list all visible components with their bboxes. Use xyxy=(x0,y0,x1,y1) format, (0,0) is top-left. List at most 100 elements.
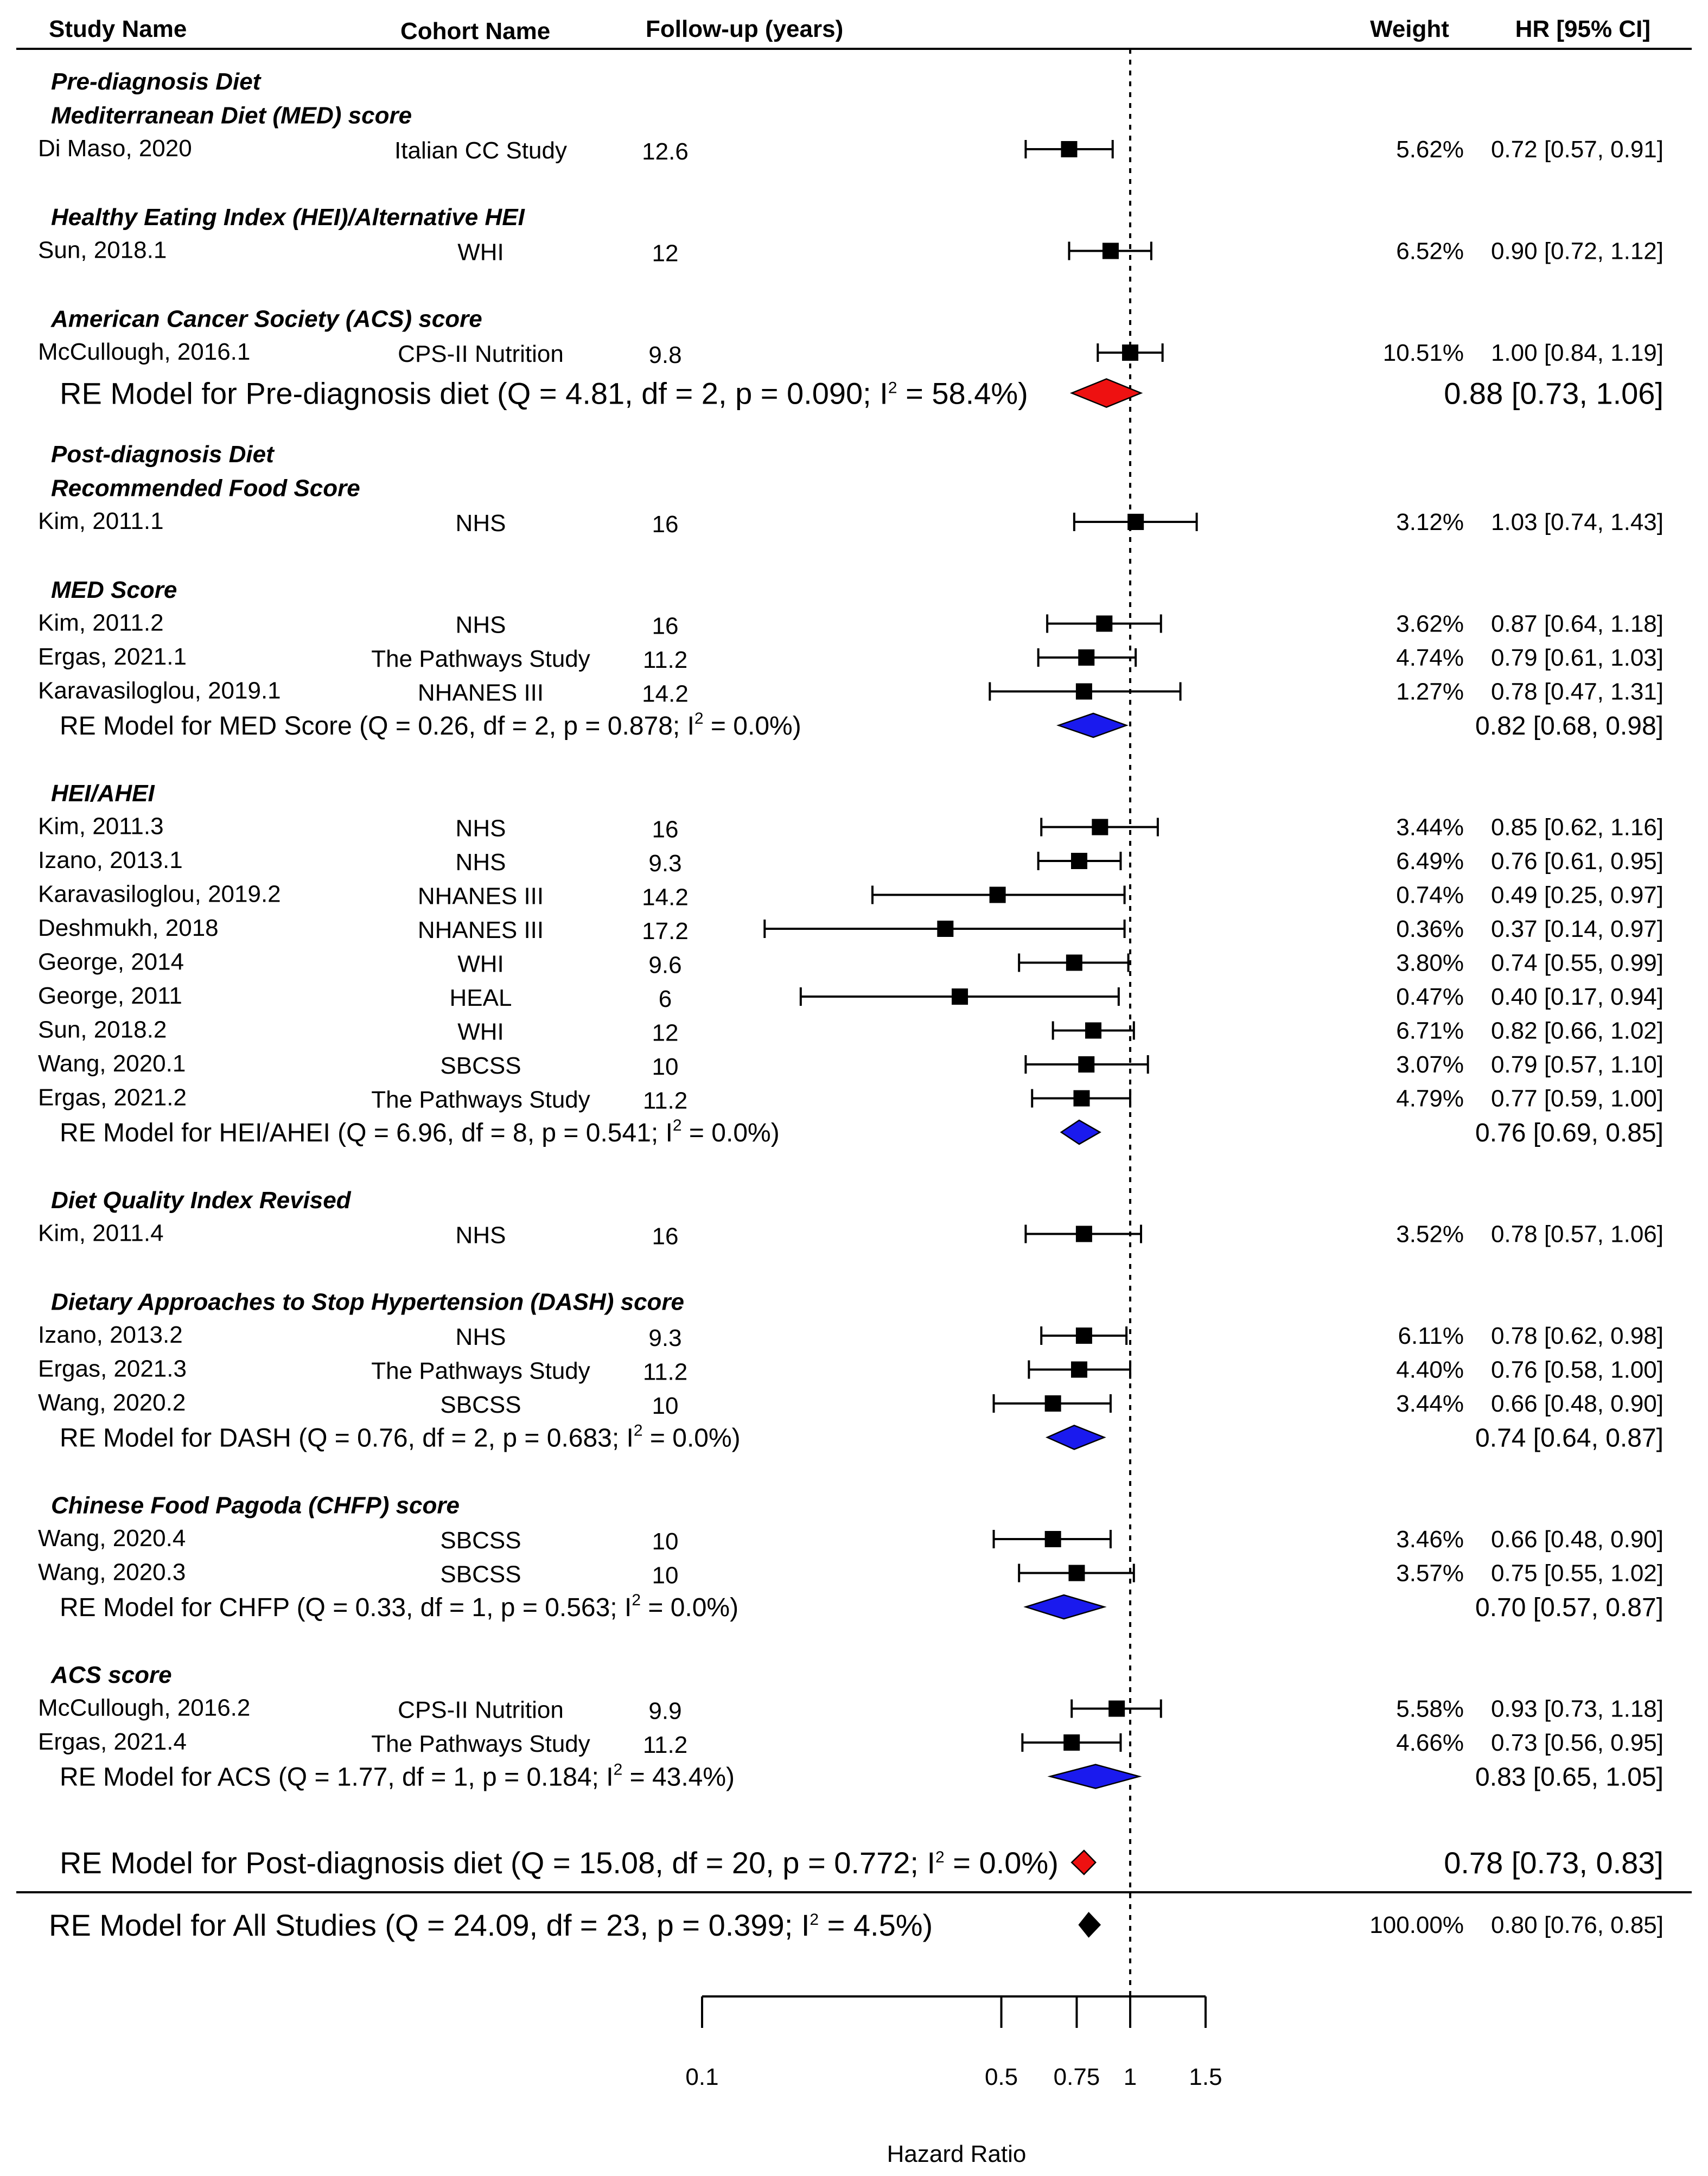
study-weight: 3.62% xyxy=(1396,611,1464,637)
section-heading: HEI/AHEI xyxy=(51,780,155,807)
study-hr-ci: 0.79 [0.57, 1.10] xyxy=(1491,1051,1664,1078)
cohort-name: NHANES III xyxy=(418,917,544,943)
pooled-diamond xyxy=(1046,1425,1106,1450)
study-weight: 5.58% xyxy=(1396,1696,1464,1722)
study-weight: 6.11% xyxy=(1398,1323,1464,1349)
cohort-name: The Pathways Study xyxy=(371,646,590,672)
point-estimate-square xyxy=(1127,514,1144,530)
study-weight: 5.62% xyxy=(1396,136,1464,163)
study-hr-ci: 0.78 [0.57, 1.06] xyxy=(1491,1221,1664,1248)
cohort-name: NHANES III xyxy=(418,680,544,706)
study-weight: 6.71% xyxy=(1396,1018,1464,1044)
study-name: Wang, 2020.3 xyxy=(38,1559,186,1586)
x-tick-label: 0.1 xyxy=(685,2064,718,2090)
study-name: Kim, 2011.1 xyxy=(38,508,164,534)
study-weight: 3.57% xyxy=(1396,1560,1464,1587)
pooled-label: RE Model for Pre-diagnosis diet (Q = 4.8… xyxy=(60,377,1028,411)
study-hr-ci: 0.78 [0.47, 1.31] xyxy=(1491,679,1664,705)
followup-years: 12 xyxy=(652,1020,679,1046)
section-heading: MED Score xyxy=(51,577,177,603)
point-estimate-square xyxy=(1063,1734,1080,1751)
study-name: Izano, 2013.1 xyxy=(38,847,183,873)
followup-years: 11.2 xyxy=(643,1732,687,1758)
cohort-name: CPS-II Nutrition xyxy=(398,1697,564,1724)
section-heading: Diet Quality Index Revised xyxy=(51,1187,352,1214)
cohort-name: NHS xyxy=(456,849,506,876)
section-heading: Post-diagnosis Diet xyxy=(51,441,275,468)
pooled-label: RE Model for All Studies (Q = 24.09, df … xyxy=(49,1908,933,1942)
study-name: Ergas, 2021.4 xyxy=(38,1728,187,1755)
point-estimate-square xyxy=(952,988,968,1005)
study-weight: 6.49% xyxy=(1396,848,1464,875)
study-hr-ci: 1.00 [0.84, 1.19] xyxy=(1491,340,1664,366)
point-estimate-square xyxy=(1085,1022,1102,1039)
point-estimate-square xyxy=(1092,819,1108,835)
followup-years: 6 xyxy=(659,986,672,1012)
cohort-name: NHS xyxy=(456,510,506,537)
section-heading: Chinese Food Pagoda (CHFP) score xyxy=(51,1492,460,1519)
study-hr-ci: 1.03 [0.74, 1.43] xyxy=(1491,509,1664,535)
study-weight: 4.40% xyxy=(1396,1357,1464,1383)
study-hr-ci: 0.78 [0.62, 0.98] xyxy=(1491,1323,1664,1349)
study-hr-ci: 0.90 [0.72, 1.12] xyxy=(1491,238,1664,265)
study-name: McCullough, 2016.2 xyxy=(38,1695,250,1721)
x-tick-label: 0.5 xyxy=(985,2064,1018,2090)
study-name: Karavasiloglou, 2019.1 xyxy=(38,678,281,704)
study-hr-ci: 0.85 [0.62, 1.16] xyxy=(1491,814,1664,841)
cohort-name: WHI xyxy=(457,239,504,266)
point-estimate-square xyxy=(1075,1226,1092,1242)
study-weight: 0.47% xyxy=(1396,984,1464,1010)
pooled-hr-ci: 0.78 [0.73, 0.83] xyxy=(1444,1846,1664,1880)
cohort-name: SBCSS xyxy=(440,1052,521,1079)
study-weight: 3.80% xyxy=(1396,950,1464,977)
point-estimate-square xyxy=(1078,1056,1095,1073)
cohort-name: NHS xyxy=(456,815,506,842)
point-estimate-square xyxy=(1068,1565,1085,1581)
point-estimate-square xyxy=(1078,649,1095,666)
study-hr-ci: 0.87 [0.64, 1.18] xyxy=(1491,611,1664,637)
x-tick-label: 0.75 xyxy=(1054,2064,1100,2090)
study-hr-ci: 0.73 [0.56, 0.95] xyxy=(1491,1730,1664,1756)
pooled-hr-ci: 0.80 [0.76, 0.85] xyxy=(1491,1912,1664,1938)
followup-years: 17.2 xyxy=(642,918,689,945)
study-weight: 4.66% xyxy=(1396,1730,1464,1756)
followup-years: 14.2 xyxy=(642,884,689,911)
followup-years: 16 xyxy=(652,1223,679,1250)
followup-years: 10 xyxy=(652,1528,679,1555)
study-name: George, 2011 xyxy=(38,982,182,1009)
followup-years: 9.8 xyxy=(648,342,681,368)
cohort-name: CPS-II Nutrition xyxy=(398,341,564,367)
study-weight: 3.46% xyxy=(1396,1526,1464,1553)
header-cohort: Cohort Name xyxy=(400,18,550,44)
point-estimate-square xyxy=(1108,1700,1125,1717)
section-heading: American Cancer Society (ACS) score xyxy=(50,306,482,333)
cohort-name: HEAL xyxy=(450,985,512,1011)
study-name: Karavasiloglou, 2019.2 xyxy=(38,881,281,908)
point-estimate-square xyxy=(1071,1361,1088,1378)
study-hr-ci: 0.66 [0.48, 0.90] xyxy=(1491,1526,1664,1553)
study-name: McCullough, 2016.1 xyxy=(38,339,250,365)
followup-years: 11.2 xyxy=(643,1088,687,1114)
study-weight: 4.74% xyxy=(1396,644,1464,671)
x-tick-label: 1.5 xyxy=(1189,2064,1222,2090)
study-name: Wang, 2020.2 xyxy=(38,1389,186,1416)
point-estimate-square xyxy=(1044,1531,1061,1547)
cohort-name: NHANES III xyxy=(418,883,544,910)
study-weight: 6.52% xyxy=(1396,238,1464,265)
followup-years: 14.2 xyxy=(642,681,689,707)
study-hr-ci: 0.37 [0.14, 0.97] xyxy=(1491,916,1664,942)
cohort-name: The Pathways Study xyxy=(371,1358,590,1384)
pooled-hr-ci: 0.83 [0.65, 1.05] xyxy=(1475,1763,1664,1792)
cohort-name: NHS xyxy=(456,1324,506,1350)
pooled-diamond xyxy=(1047,1764,1142,1789)
point-estimate-square xyxy=(1075,683,1092,700)
x-axis-label: Hazard Ratio xyxy=(887,2141,1027,2167)
study-hr-ci: 0.75 [0.55, 1.02] xyxy=(1491,1560,1664,1587)
pooled-label: RE Model for DASH (Q = 0.76, df = 2, p =… xyxy=(60,1422,741,1453)
overall-weight: 100.00% xyxy=(1369,1912,1464,1938)
header-study: Study Name xyxy=(49,16,187,42)
study-hr-ci: 0.79 [0.61, 1.03] xyxy=(1491,644,1664,671)
point-estimate-square xyxy=(1073,1090,1090,1107)
pooled-diamond xyxy=(1056,712,1129,738)
study-name: George, 2014 xyxy=(38,949,184,975)
